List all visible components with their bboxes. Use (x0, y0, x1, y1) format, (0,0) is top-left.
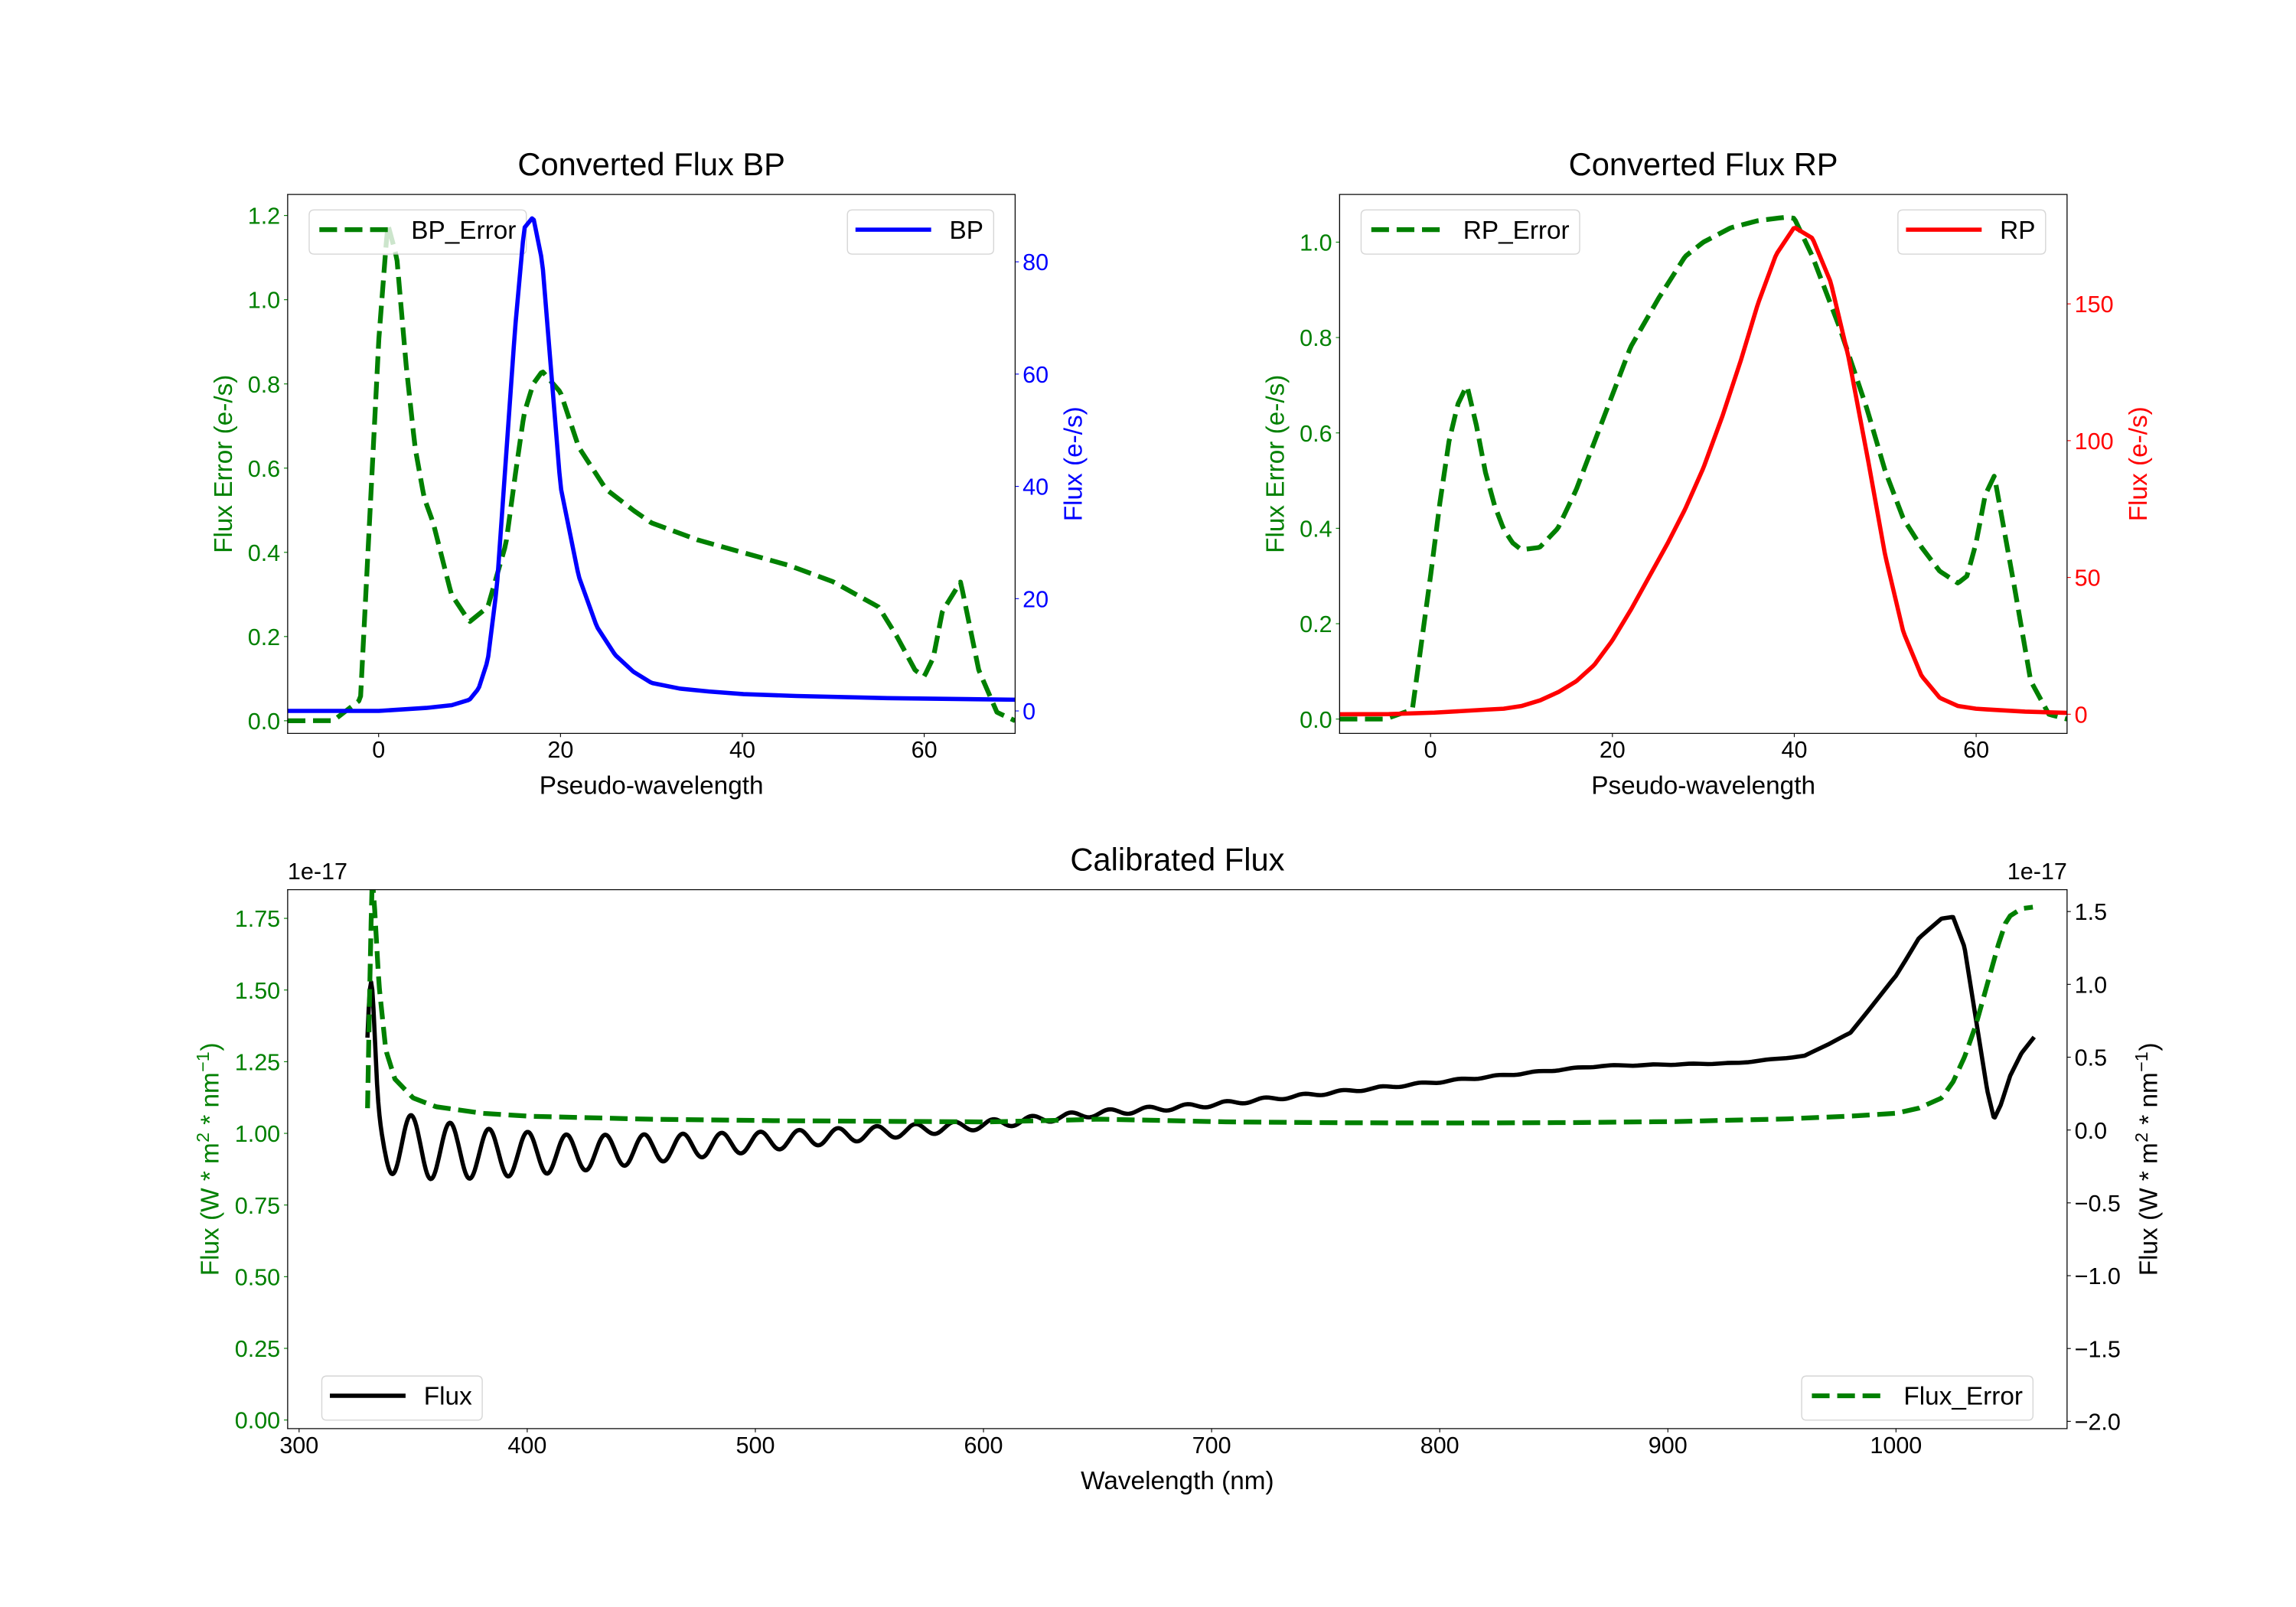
svg-text:20: 20 (1600, 737, 1626, 763)
svg-text:0.5: 0.5 (2075, 1045, 2107, 1071)
svg-text:900: 900 (1649, 1433, 1688, 1459)
svg-text:RP_Error: RP_Error (1463, 217, 1570, 245)
svg-text:0.0: 0.0 (1300, 707, 1332, 733)
svg-text:Calibrated Flux: Calibrated Flux (1070, 842, 1284, 878)
svg-text:RP: RP (2000, 217, 2035, 245)
svg-text:BP_Error: BP_Error (411, 217, 516, 245)
svg-text:0.4: 0.4 (1300, 516, 1332, 542)
svg-text:1.0: 1.0 (248, 288, 280, 314)
svg-text:0: 0 (1424, 737, 1437, 763)
svg-text:500: 500 (735, 1433, 775, 1459)
svg-text:1.5: 1.5 (2075, 899, 2107, 925)
svg-text:Pseudo-wavelength: Pseudo-wavelength (540, 771, 764, 800)
svg-text:0.4: 0.4 (248, 540, 280, 566)
svg-text:0.75: 0.75 (235, 1193, 280, 1219)
svg-text:20: 20 (1022, 586, 1049, 612)
svg-text:0: 0 (1022, 699, 1035, 725)
svg-text:1.50: 1.50 (235, 978, 280, 1004)
svg-text:Flux: Flux (424, 1383, 472, 1411)
svg-text:0.8: 0.8 (1300, 325, 1332, 351)
svg-text:60: 60 (1022, 362, 1049, 388)
svg-text:1.75: 1.75 (235, 906, 280, 932)
svg-text:1.00: 1.00 (235, 1121, 280, 1147)
svg-text:80: 80 (1022, 249, 1049, 275)
svg-text:0.0: 0.0 (248, 709, 280, 735)
svg-text:Flux Error (e-/s): Flux Error (e-/s) (210, 375, 238, 553)
svg-text:0: 0 (2075, 702, 2088, 728)
svg-text:1.0: 1.0 (2075, 972, 2107, 998)
svg-text:Wavelength (nm): Wavelength (nm) (1081, 1467, 1274, 1495)
svg-text:Flux (e-/s): Flux (e-/s) (2125, 406, 2153, 521)
svg-text:60: 60 (912, 737, 938, 763)
svg-text:700: 700 (1192, 1433, 1231, 1459)
svg-text:150: 150 (2075, 292, 2114, 318)
svg-text:1000: 1000 (1870, 1433, 1922, 1459)
svg-text:100: 100 (2075, 429, 2114, 455)
svg-text:0.0: 0.0 (2075, 1118, 2107, 1144)
svg-text:20: 20 (547, 737, 573, 763)
svg-text:0: 0 (372, 737, 385, 763)
svg-text:1.25: 1.25 (235, 1049, 280, 1075)
svg-text:1.2: 1.2 (248, 204, 280, 230)
svg-text:Converted Flux RP: Converted Flux RP (1569, 146, 1838, 182)
svg-text:0.00: 0.00 (235, 1408, 280, 1434)
svg-text:1e-17: 1e-17 (288, 859, 347, 885)
svg-text:40: 40 (1022, 474, 1049, 500)
svg-text:800: 800 (1420, 1433, 1459, 1459)
svg-text:−2.0: −2.0 (2075, 1409, 2121, 1435)
svg-text:1e-17: 1e-17 (2007, 859, 2067, 885)
svg-text:0.2: 0.2 (1300, 611, 1332, 637)
svg-text:300: 300 (279, 1433, 318, 1459)
svg-text:60: 60 (1963, 737, 1989, 763)
svg-text:0.50: 0.50 (235, 1264, 280, 1290)
svg-text:0.2: 0.2 (248, 624, 280, 650)
svg-text:40: 40 (729, 737, 755, 763)
svg-text:600: 600 (964, 1433, 1003, 1459)
svg-text:0.25: 0.25 (235, 1336, 280, 1362)
svg-text:40: 40 (1781, 737, 1807, 763)
svg-text:−1.5: −1.5 (2075, 1336, 2121, 1362)
svg-text:0.6: 0.6 (1300, 421, 1332, 447)
svg-text:0.6: 0.6 (248, 456, 280, 482)
svg-text:Flux_Error: Flux_Error (1903, 1383, 2023, 1411)
svg-text:F l u x: F l u x ( W * m * n m ) 2 − 1 (2131, 1038, 2163, 1276)
svg-text:BP: BP (950, 217, 983, 245)
svg-text:Flux (e-/s): Flux (e-/s) (1060, 406, 1088, 521)
svg-text:Flux Error (e-/s): Flux Error (e-/s) (1261, 375, 1290, 553)
svg-text:F l u x: F l u x ( W * m * n m ) 2 − 1 (193, 1038, 224, 1276)
svg-text:400: 400 (507, 1433, 546, 1459)
svg-text:−0.5: −0.5 (2075, 1191, 2121, 1217)
svg-text:Converted Flux BP: Converted Flux BP (517, 146, 785, 182)
svg-text:50: 50 (2075, 566, 2101, 592)
svg-text:0.8: 0.8 (248, 372, 280, 398)
svg-text:−1.0: −1.0 (2075, 1263, 2121, 1289)
svg-text:1.0: 1.0 (1300, 230, 1332, 256)
svg-text:Pseudo-wavelength: Pseudo-wavelength (1591, 771, 1815, 800)
